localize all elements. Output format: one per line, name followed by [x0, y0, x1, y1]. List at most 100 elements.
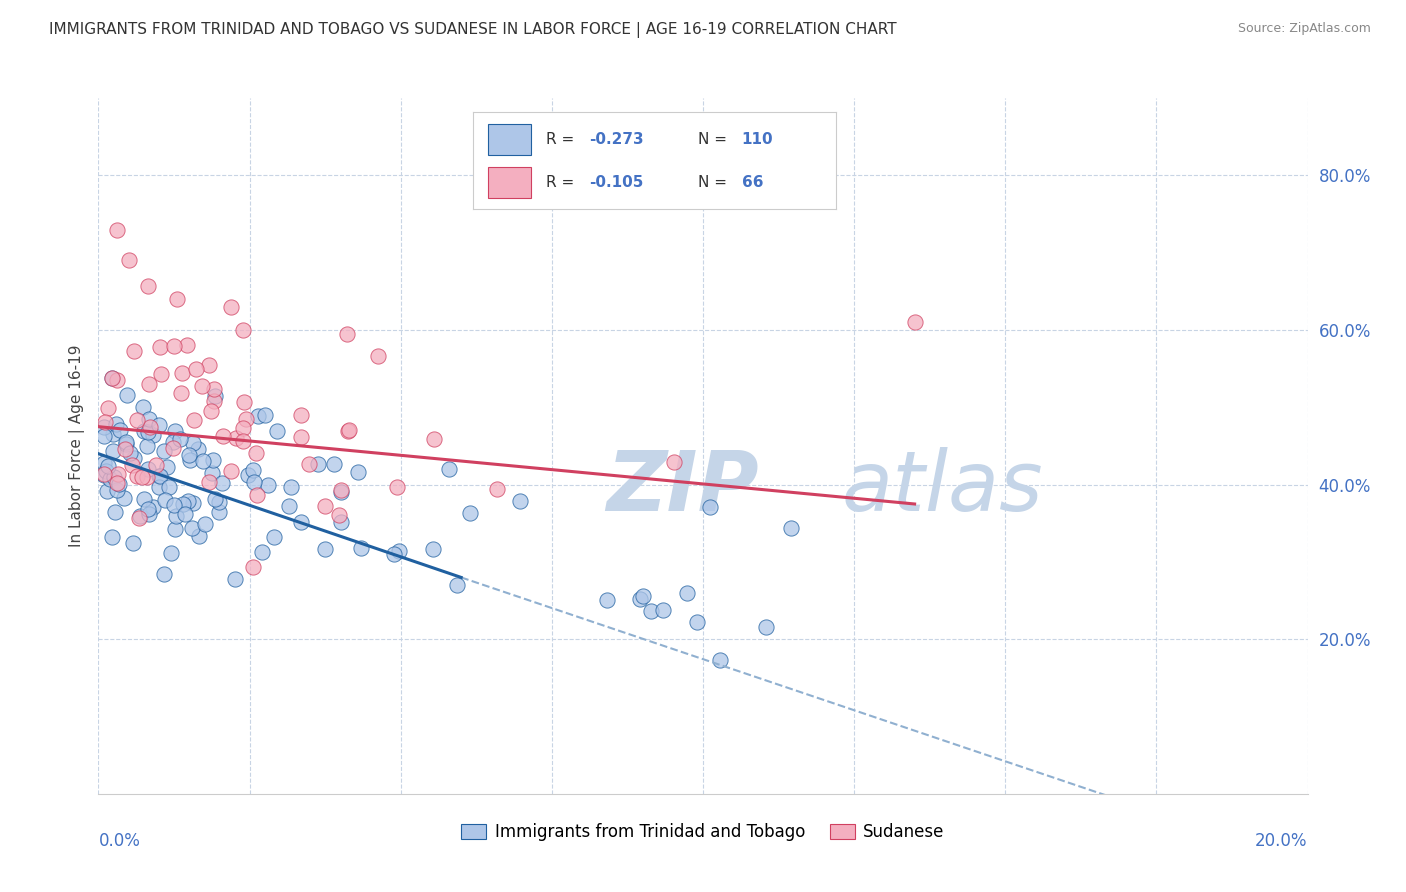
Point [257, 478, 280, 492]
Point [194, 516, 217, 531]
Point [93, 456, 115, 470]
Point [183, 413, 205, 427]
Point [148, 418, 170, 433]
Point [187, 442, 209, 456]
Point [97, 401, 120, 415]
Point [104, 504, 127, 518]
Point [97, 458, 120, 473]
Text: 0.0%: 0.0% [98, 832, 141, 850]
Point [107, 476, 129, 491]
Point [165, 509, 187, 524]
Point [233, 395, 256, 409]
Point [350, 541, 373, 555]
Point [162, 441, 184, 455]
Point [181, 496, 204, 510]
Point [127, 468, 149, 483]
Point [486, 483, 509, 497]
Point [148, 469, 170, 483]
Point [232, 323, 254, 337]
Point [437, 461, 460, 475]
Point [148, 480, 170, 494]
Point [278, 499, 301, 513]
Point [662, 455, 685, 469]
Point [198, 475, 221, 489]
Point [101, 371, 124, 385]
Point [149, 367, 172, 381]
Point [184, 361, 207, 376]
Text: IMMIGRANTS FROM TRINIDAD AND TOBAGO VS SUDANESE IN LABOR FORCE | AGE 16-19 CORRE: IMMIGRANTS FROM TRINIDAD AND TOBAGO VS S… [49, 22, 897, 38]
Point [314, 541, 336, 556]
Point [254, 408, 277, 422]
Point [142, 500, 165, 514]
Point [329, 484, 352, 499]
Text: ZIP: ZIP [606, 447, 759, 528]
Point [139, 419, 162, 434]
Point [134, 424, 156, 438]
Point [225, 431, 247, 445]
Point [163, 498, 186, 512]
Point [131, 469, 153, 483]
Point [94, 416, 117, 430]
Point [631, 589, 654, 603]
Point [263, 530, 285, 544]
Point [93, 467, 115, 482]
Text: 20.0%: 20.0% [1256, 832, 1308, 850]
Point [176, 337, 198, 351]
Point [446, 578, 468, 592]
Point [100, 371, 122, 385]
Point [652, 603, 675, 617]
Point [201, 452, 224, 467]
Point [290, 430, 312, 444]
Point [138, 412, 160, 426]
Point [221, 300, 243, 314]
Point [509, 494, 531, 508]
Point [142, 428, 165, 442]
Point [105, 222, 128, 236]
Point [136, 425, 159, 440]
Point [94, 465, 117, 479]
Point [323, 457, 346, 471]
Point [628, 592, 651, 607]
Point [179, 448, 201, 462]
Point [187, 529, 209, 543]
Point [165, 425, 187, 439]
Point [136, 502, 159, 516]
Point [224, 572, 246, 586]
Point [290, 408, 312, 422]
Point [129, 508, 152, 523]
Point [96, 484, 118, 499]
Point [458, 506, 481, 520]
Point [232, 434, 254, 449]
Point [208, 505, 231, 519]
Point [367, 349, 389, 363]
Point [157, 480, 180, 494]
Point [755, 620, 778, 634]
Point [166, 292, 188, 306]
Point [107, 477, 129, 491]
Text: Source: ZipAtlas.com: Source: ZipAtlas.com [1237, 22, 1371, 36]
Point [242, 560, 264, 574]
Point [384, 547, 406, 561]
Point [118, 446, 141, 460]
Point [336, 327, 359, 342]
Point [127, 412, 149, 426]
Point [134, 491, 156, 506]
Y-axis label: In Labor Force | Age 16-19: In Labor Force | Age 16-19 [69, 344, 84, 548]
Point [242, 463, 264, 477]
Point [232, 421, 254, 435]
Point [245, 446, 267, 460]
Point [155, 493, 177, 508]
Point [93, 420, 115, 434]
Point [290, 516, 312, 530]
Point [160, 546, 183, 560]
Point [103, 469, 125, 483]
Point [149, 469, 172, 483]
Point [121, 536, 143, 550]
Point [307, 458, 329, 472]
Point [118, 253, 141, 268]
Point [177, 493, 200, 508]
Point [202, 382, 225, 396]
Point [100, 530, 122, 544]
Point [243, 475, 266, 490]
Point [101, 444, 124, 458]
